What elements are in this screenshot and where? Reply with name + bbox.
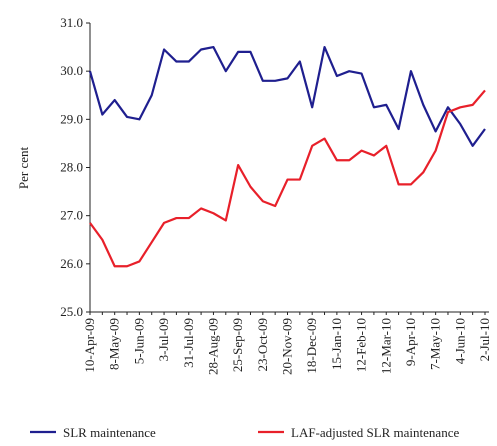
y-tick-label: 25.0 — [60, 304, 83, 319]
y-tick-label: 27.0 — [60, 208, 83, 223]
x-tick-label: 3-Jul-09 — [156, 318, 171, 361]
legend-label: LAF-adjusted SLR maintenance — [291, 425, 459, 440]
x-tick-label: 2-Jul-10 — [477, 318, 492, 361]
x-tick-label: 18-Dec-09 — [304, 318, 319, 374]
x-tick-label: 10-Apr-09 — [82, 318, 97, 373]
x-tick-label: 25-Sep-09 — [230, 318, 245, 372]
x-tick-label: 12-Mar-10 — [378, 318, 393, 374]
y-tick-label: 26.0 — [60, 256, 83, 271]
y-tick-label: 30.0 — [60, 63, 83, 78]
x-tick-label: 31-Jul-09 — [181, 318, 196, 368]
x-tick-label: 8-May-09 — [107, 318, 122, 370]
x-tick-label: 9-Apr-10 — [403, 318, 418, 366]
x-tick-label: 28-Aug-09 — [205, 318, 220, 375]
x-tick-label: 20-Nov-09 — [280, 318, 295, 375]
y-tick-label: 28.0 — [60, 160, 83, 175]
y-tick-label: 31.0 — [60, 15, 83, 30]
y-axis-label: Per cent — [16, 146, 31, 189]
legend-label: SLR maintenance — [63, 425, 156, 440]
series-line — [89, 89, 486, 268]
x-tick-label: 12-Feb-10 — [354, 318, 369, 372]
x-tick-label: 7-May-10 — [428, 318, 443, 370]
x-tick-label: 5-Jun-09 — [131, 318, 146, 364]
x-tick-label: 23-Oct-09 — [255, 318, 270, 371]
x-tick-label: 4-Jun-10 — [452, 318, 467, 364]
y-tick-label: 29.0 — [60, 111, 83, 126]
x-tick-label: 15-Jan-10 — [329, 318, 344, 370]
series-line — [88, 45, 486, 147]
